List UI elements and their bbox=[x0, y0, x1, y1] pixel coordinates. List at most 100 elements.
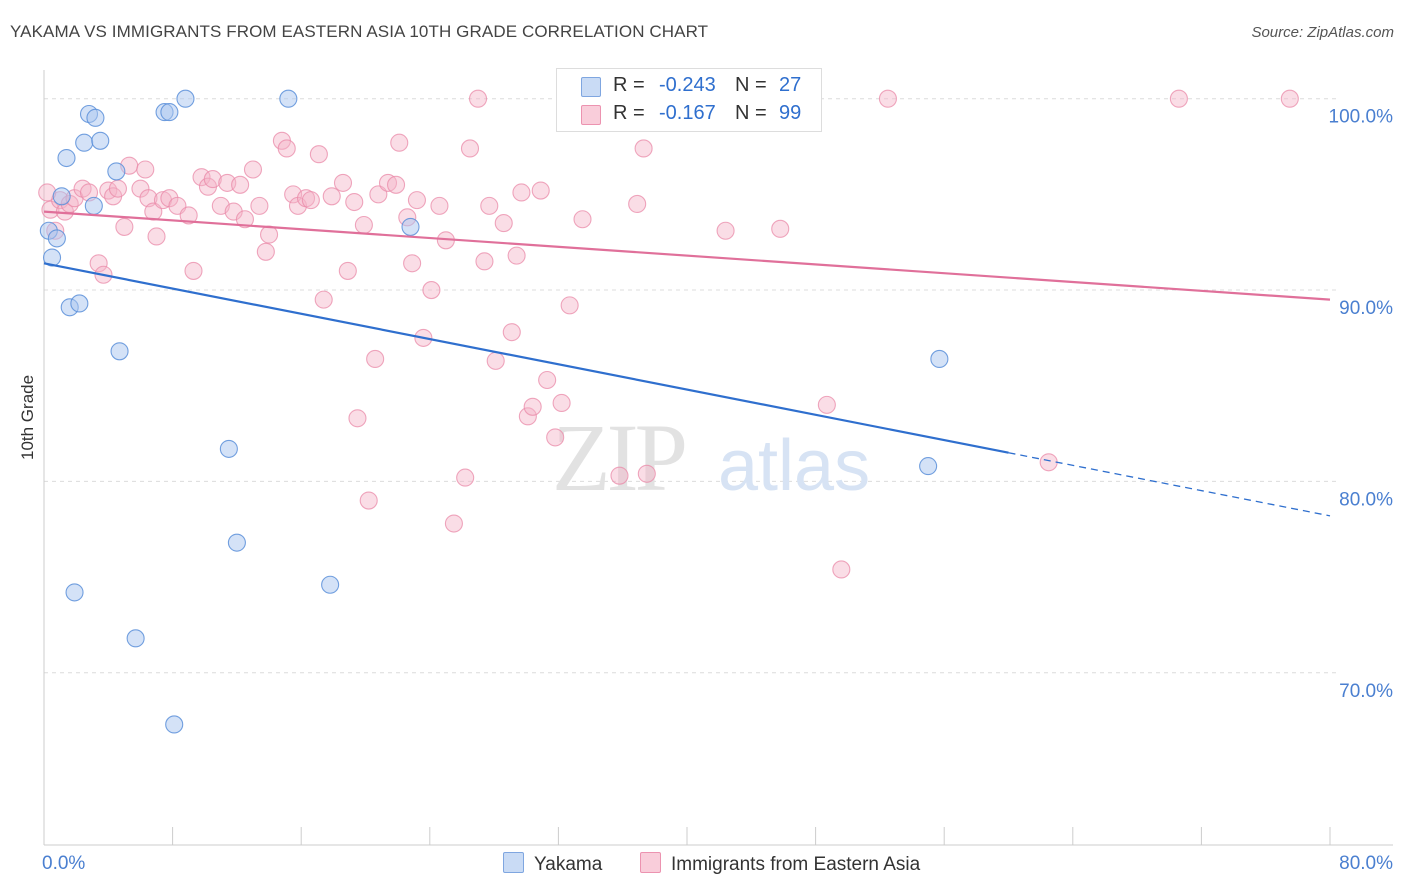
legend-r-value: -0.167 bbox=[659, 102, 716, 124]
data-point-eastern-asia bbox=[139, 189, 158, 208]
data-point-yakama bbox=[165, 715, 184, 734]
legend-n-value: 27 bbox=[779, 74, 802, 96]
data-point-eastern-asia bbox=[184, 261, 203, 280]
axes bbox=[43, 70, 1393, 846]
data-point-yakama bbox=[176, 89, 195, 108]
data-point-yakama bbox=[86, 108, 105, 127]
data-point-eastern-asia bbox=[628, 194, 647, 214]
data-point-eastern-asia bbox=[309, 145, 328, 164]
data-point-yakama bbox=[75, 133, 94, 152]
watermark-zip: ZIP bbox=[552, 404, 685, 511]
data-point-eastern-asia bbox=[41, 200, 60, 219]
data-point-eastern-asia bbox=[407, 191, 426, 210]
data-point-yakama bbox=[321, 575, 340, 594]
data-point-yakama bbox=[227, 533, 246, 552]
data-point-eastern-asia bbox=[634, 139, 653, 158]
data-point-eastern-asia bbox=[338, 261, 357, 280]
data-point-eastern-asia bbox=[560, 296, 579, 315]
bottom-legend-swatch-eastern-asia bbox=[640, 852, 661, 873]
data-point-eastern-asia bbox=[523, 397, 542, 416]
legend-n-label: N = bbox=[735, 102, 767, 124]
data-point-yakama bbox=[42, 248, 62, 267]
y-tick-label: 80.0% bbox=[1339, 489, 1393, 510]
data-point-eastern-asia bbox=[817, 395, 836, 414]
y-tick-label: 70.0% bbox=[1339, 681, 1393, 702]
data-point-eastern-asia bbox=[502, 323, 521, 342]
data-point-yakama bbox=[160, 103, 179, 122]
data-point-eastern-asia bbox=[192, 168, 211, 187]
bottom-legend-eastern-asia: Immigrants from Eastern Asia bbox=[640, 852, 920, 876]
data-point-eastern-asia bbox=[322, 187, 341, 206]
data-point-yakama bbox=[91, 131, 110, 150]
bottom-legend-yakama: Yakama bbox=[503, 852, 602, 876]
y-tick-label: 90.0% bbox=[1339, 298, 1393, 319]
data-point-eastern-asia bbox=[147, 227, 166, 246]
data-point-eastern-asia bbox=[456, 468, 475, 487]
chart-title: YAKAMA VS IMMIGRANTS FROM EASTERN ASIA 1… bbox=[10, 22, 709, 41]
data-point-eastern-asia bbox=[235, 210, 254, 229]
data-point-eastern-asia bbox=[475, 252, 494, 271]
data-point-eastern-asia bbox=[444, 514, 463, 533]
legend-n-value: 99 bbox=[779, 102, 802, 124]
data-point-eastern-asia bbox=[259, 225, 279, 244]
legend-r-label: R = bbox=[613, 74, 645, 96]
data-point-eastern-asia bbox=[832, 560, 851, 579]
data-point-eastern-asia bbox=[494, 214, 513, 233]
x-tick-label: 80.0% bbox=[1339, 853, 1393, 874]
data-point-yakama bbox=[110, 342, 129, 361]
data-point-eastern-asia bbox=[345, 192, 364, 212]
trend-lines bbox=[43, 210, 1331, 517]
data-point-eastern-asia bbox=[250, 196, 269, 215]
data-point-yakama bbox=[107, 162, 126, 181]
data-point-eastern-asia bbox=[386, 175, 406, 194]
data-point-yakama bbox=[219, 439, 238, 458]
data-point-yakama bbox=[57, 148, 76, 168]
data-point-eastern-asia bbox=[531, 181, 550, 200]
data-point-eastern-asia bbox=[546, 428, 565, 447]
series-yakama-points bbox=[39, 89, 949, 734]
data-point-eastern-asia bbox=[716, 221, 735, 240]
data-point-eastern-asia bbox=[486, 351, 505, 370]
data-point-eastern-asia bbox=[512, 183, 531, 202]
data-point-eastern-asia bbox=[136, 160, 155, 179]
data-point-eastern-asia bbox=[203, 170, 222, 189]
data-point-eastern-asia bbox=[878, 89, 897, 108]
data-point-eastern-asia bbox=[507, 246, 526, 265]
data-point-eastern-asia bbox=[610, 466, 629, 485]
correlation-legend: R = -0.243 N = 27 R = -0.167 N = 99 bbox=[556, 68, 822, 132]
trendline-yakama bbox=[43, 262, 1009, 454]
trendline-yakama-extension bbox=[1008, 452, 1331, 517]
data-point-eastern-asia bbox=[1280, 89, 1299, 108]
data-point-eastern-asia bbox=[179, 206, 198, 225]
data-point-yakama bbox=[930, 349, 949, 369]
data-point-yakama bbox=[65, 583, 84, 602]
data-point-eastern-asia bbox=[354, 215, 373, 235]
data-point-yakama bbox=[126, 629, 145, 648]
data-point-eastern-asia bbox=[468, 89, 488, 108]
data-point-yakama bbox=[279, 89, 298, 108]
data-point-eastern-asia bbox=[1169, 89, 1188, 108]
data-point-eastern-asia bbox=[430, 196, 449, 215]
data-point-yakama bbox=[401, 217, 420, 236]
data-point-yakama bbox=[919, 457, 938, 476]
data-point-eastern-asia bbox=[301, 191, 320, 210]
data-point-eastern-asia bbox=[573, 210, 592, 229]
data-point-eastern-asia bbox=[243, 160, 263, 179]
data-point-eastern-asia bbox=[637, 464, 656, 483]
data-point-eastern-asia bbox=[538, 370, 557, 390]
data-point-yakama bbox=[84, 196, 103, 215]
data-point-eastern-asia bbox=[460, 139, 480, 158]
data-point-eastern-asia bbox=[518, 407, 537, 426]
legend-r-value: -0.243 bbox=[659, 74, 716, 96]
data-point-eastern-asia bbox=[552, 393, 571, 413]
watermark-atlas: atlas bbox=[718, 426, 870, 506]
data-point-eastern-asia bbox=[256, 242, 275, 261]
data-point-eastern-asia bbox=[231, 175, 250, 194]
bottom-legend-label-yakama: Yakama bbox=[534, 854, 603, 875]
data-point-eastern-asia bbox=[480, 196, 499, 215]
legend-swatch-yakama bbox=[581, 77, 601, 97]
data-point-eastern-asia bbox=[89, 254, 108, 273]
data-point-eastern-asia bbox=[115, 217, 134, 236]
data-point-eastern-asia bbox=[1039, 453, 1058, 472]
